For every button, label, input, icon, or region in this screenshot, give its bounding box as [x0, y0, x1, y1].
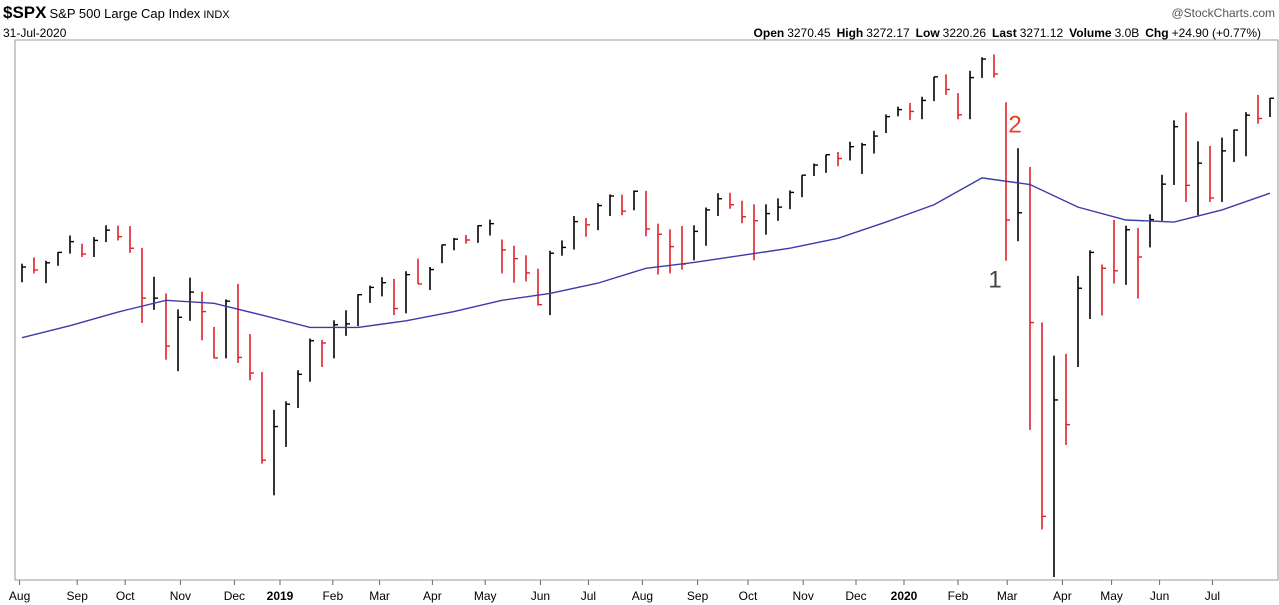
- x-tick-label: Oct: [116, 589, 135, 603]
- stats: Open 3270.45 High 3272.17 Low 3220.26 Last 3271…: [748, 26, 1261, 40]
- stat-label: Open: [753, 26, 785, 40]
- x-tick-label: Sep: [687, 589, 709, 603]
- index-name: S&P 500 Large Cap Index: [49, 6, 201, 21]
- x-tick-label: Dec: [845, 589, 866, 603]
- header: $SPX S&P 500 Large Cap Index INDX 31-Jul-2…: [0, 0, 1279, 40]
- plot-frame: [14, 39, 1279, 581]
- stat-value: 3271.12: [1019, 26, 1064, 40]
- x-tick-label: Mar: [997, 589, 1018, 603]
- stat-value: 3.0B: [1114, 26, 1140, 40]
- x-tick-label: Oct: [739, 589, 758, 603]
- stat-value: 3220.26: [942, 26, 987, 40]
- date: 31-Jul-2020: [3, 26, 67, 40]
- title-row: $SPX S&P 500 Large Cap Index INDX: [3, 3, 230, 23]
- source: @StockCharts.com: [1171, 6, 1275, 20]
- x-tick-label: Jun: [531, 589, 550, 603]
- stat-label: Chg: [1145, 26, 1169, 40]
- x-tick-label: May: [1100, 589, 1123, 603]
- stat-value: +24.90 (+0.77%): [1171, 26, 1261, 40]
- x-tick-label: Apr: [423, 589, 442, 603]
- x-tick-label: Jul: [1205, 589, 1220, 603]
- x-tick-label: 2020: [891, 589, 918, 603]
- stat-value: 3270.45: [787, 26, 831, 40]
- x-tick-label: Jun: [1150, 589, 1169, 603]
- x-tick-label: Aug: [9, 589, 30, 603]
- x-tick-label: May: [474, 589, 497, 603]
- x-tick-label: Nov: [793, 589, 814, 603]
- moving-average: [21, 177, 1271, 339]
- stat-label: High: [836, 26, 864, 40]
- annotation: 2: [1008, 111, 1021, 138]
- x-tick-label: Apr: [1053, 589, 1072, 603]
- stat-label: Low: [915, 26, 940, 40]
- x-tick-label: 2019: [267, 589, 294, 603]
- x-tick-label: Feb: [948, 589, 969, 603]
- annotation: 1: [988, 266, 1001, 293]
- x-tick-label: Feb: [322, 589, 343, 603]
- x-tick-label: Aug: [632, 589, 653, 603]
- stat-label: Last: [992, 26, 1017, 40]
- x-tick-label: Nov: [170, 589, 191, 603]
- x-tick-label: Sep: [67, 589, 89, 603]
- exchange: INDX: [203, 9, 230, 21]
- stat-label: Volume: [1069, 26, 1112, 40]
- x-tick-label: Jul: [581, 589, 596, 603]
- x-tick-label: Mar: [369, 589, 390, 603]
- stat-value: 3272.17: [866, 26, 910, 40]
- symbol: $SPX: [3, 3, 47, 22]
- x-tick-label: Dec: [224, 589, 245, 603]
